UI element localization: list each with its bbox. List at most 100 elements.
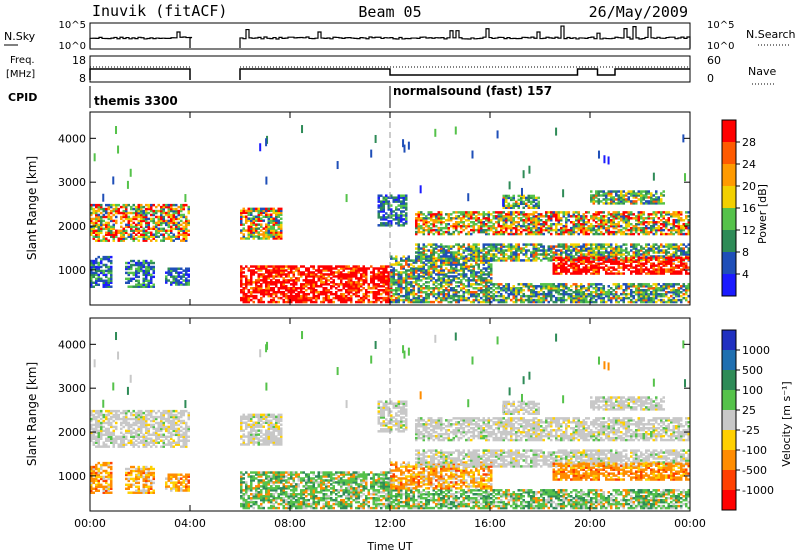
heatmap-cell <box>457 294 460 298</box>
heatmap-cell <box>490 257 493 260</box>
heatmap-cell <box>180 281 183 284</box>
heatmap-cell <box>555 266 558 269</box>
heatmap-cell <box>92 267 95 271</box>
heatmap-cell <box>240 217 243 220</box>
heatmap-cell <box>645 253 648 256</box>
heatmap-cell <box>485 285 488 288</box>
heatmap-cell <box>650 213 653 216</box>
heatmap-cell <box>252 221 255 224</box>
heatmap-cell <box>565 260 568 263</box>
heatmap-cell <box>607 217 610 220</box>
heatmap-cell <box>430 300 433 304</box>
heatmap-cell <box>97 277 100 281</box>
heatmap-cell <box>570 296 573 300</box>
heatmap-cell <box>647 298 650 302</box>
heatmap-cell <box>675 213 678 216</box>
heatmap-cell <box>625 219 628 222</box>
heatmap-cell <box>675 230 678 234</box>
heatmap-cell <box>105 223 108 227</box>
heatmap-cell <box>547 249 550 252</box>
heatmap-cell <box>685 287 688 290</box>
heatmap-cell <box>672 287 675 290</box>
heatmap-cell <box>442 217 445 220</box>
heatmap-cell <box>107 217 110 221</box>
heatmap-cell <box>657 294 660 298</box>
heatmap-cell <box>447 290 450 294</box>
heatmap-cell <box>482 294 485 298</box>
heatmap-cell <box>310 285 313 288</box>
heatmap-cell <box>667 243 670 246</box>
heatmap-cell <box>662 285 665 288</box>
heatmap-cell <box>350 281 353 284</box>
heatmap-cell <box>617 217 620 220</box>
heatmap-cell <box>132 211 135 215</box>
heatmap-cell <box>240 296 243 300</box>
heatmap-cell <box>177 223 180 227</box>
heatmap-cell <box>645 249 648 252</box>
heatmap-cell <box>680 243 683 246</box>
heatmap-cell <box>592 217 595 220</box>
heatmap-cell <box>670 300 673 304</box>
heatmap-cell <box>242 294 245 298</box>
heatmap-cell <box>150 265 153 269</box>
heatmap-cell <box>155 233 158 236</box>
heatmap-cell <box>255 294 258 298</box>
heatmap-cell <box>455 263 458 266</box>
heatmap-cell <box>640 283 643 286</box>
heatmap-cell <box>450 281 453 284</box>
heatmap-cell <box>417 265 420 268</box>
heatmap-cell <box>677 292 680 296</box>
heatmap-cell <box>155 235 158 238</box>
heatmap-cell <box>497 247 500 250</box>
heatmap-cell <box>542 287 545 290</box>
heatmap-cell <box>605 268 608 271</box>
heatmap-cell <box>457 261 460 264</box>
heatmap-cell <box>487 213 490 216</box>
heatmap-cell <box>140 235 143 238</box>
heatmap-cell <box>305 281 308 284</box>
heatmap-cell <box>545 211 548 214</box>
heatmap-cell <box>310 283 313 286</box>
heatmap-cell <box>260 265 263 268</box>
heatmap-cell <box>267 215 270 218</box>
heatmap-cell <box>100 231 103 235</box>
heatmap-cell <box>300 294 303 298</box>
heatmap-cell <box>585 296 588 300</box>
heatmap-cell <box>392 267 395 270</box>
heatmap-cell <box>597 226 600 230</box>
heatmap-cell <box>407 296 410 300</box>
heatmap-cell <box>327 265 330 268</box>
heatmap-cell <box>100 221 103 225</box>
heatmap-cell <box>150 273 153 277</box>
heatmap-cell <box>415 224 418 228</box>
heatmap-cell <box>500 257 503 260</box>
heatmap-cell <box>325 277 328 280</box>
heatmap-cell <box>677 247 680 250</box>
heatmap-cell <box>442 255 445 258</box>
beam-title: Beam 05 <box>358 3 421 21</box>
heatmap-cell <box>465 279 468 282</box>
heatmap-cell <box>355 283 358 286</box>
heatmap-cell <box>472 213 475 216</box>
heatmap-cell <box>605 255 608 258</box>
heatmap-cell <box>652 296 655 300</box>
heatmap-cell <box>280 269 283 272</box>
heatmap-cell <box>145 215 148 219</box>
heatmap-cell <box>440 257 443 260</box>
heatmap-cell <box>297 269 300 272</box>
heatmap-cell <box>100 217 103 221</box>
heatmap-cell <box>167 209 170 213</box>
heatmap-cell <box>485 277 488 280</box>
heatmap-cell <box>567 292 570 296</box>
heatmap-cell <box>90 213 93 217</box>
heatmap-cell <box>602 262 605 265</box>
heatmap-cell <box>652 294 655 298</box>
heatmap-cell <box>247 294 250 298</box>
heatmap-cell <box>590 298 593 302</box>
heatmap-cell <box>135 211 138 215</box>
heatmap-cell <box>535 217 538 220</box>
heatmap-cell <box>637 294 640 298</box>
heatmap-cell <box>425 298 428 302</box>
heatmap-cell <box>137 263 140 267</box>
heatmap-cell <box>422 261 425 264</box>
